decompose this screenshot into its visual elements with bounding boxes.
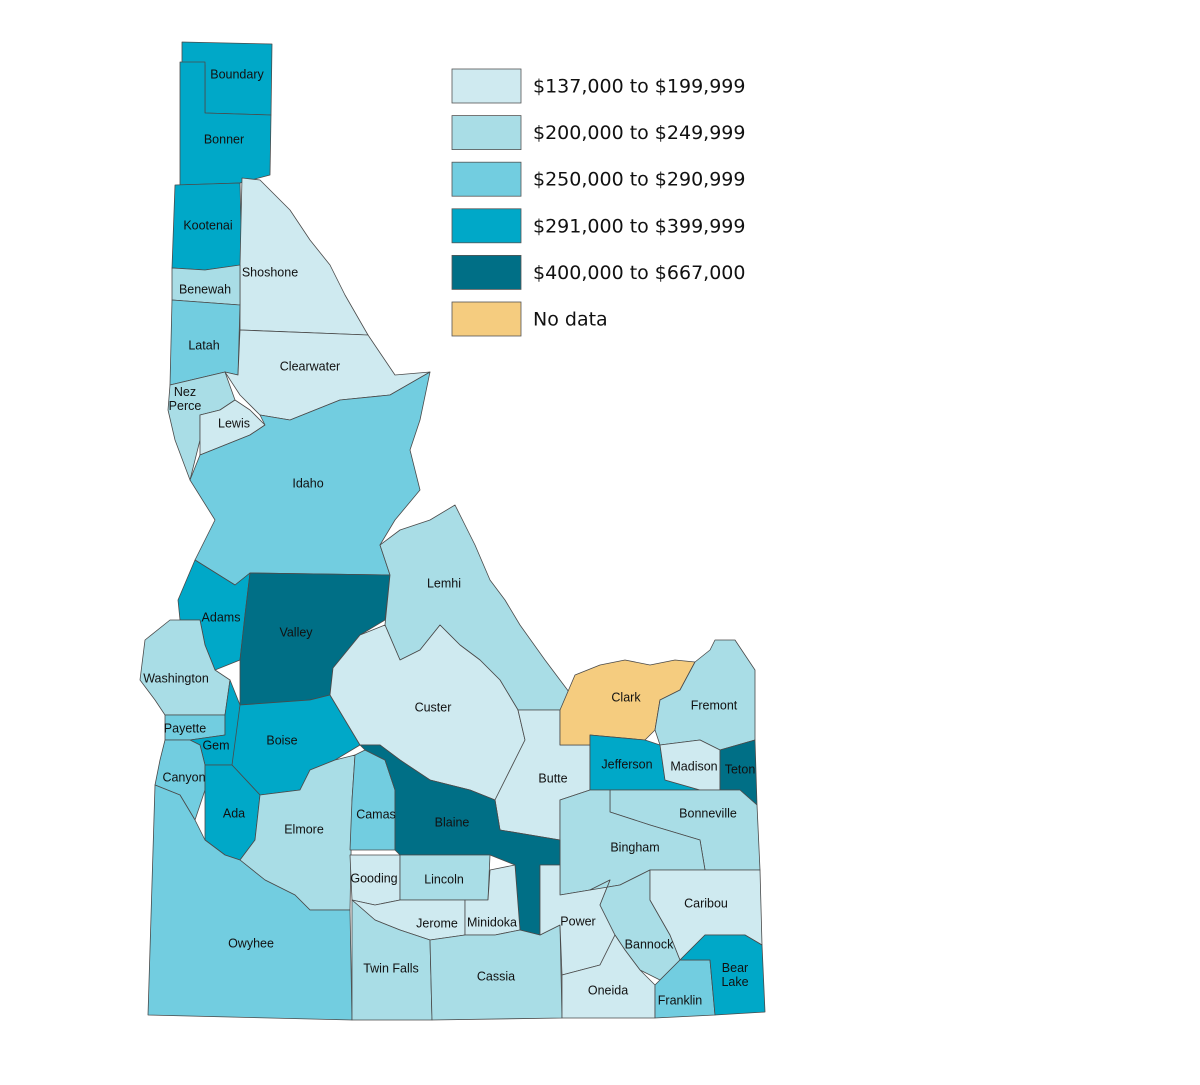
- legend-label: No data: [533, 309, 608, 331]
- legend-label: $250,000 to $290,999: [533, 169, 745, 191]
- county-label: Caribou: [684, 896, 728, 910]
- county-label: Butte: [538, 771, 567, 785]
- county: [679, 934, 766, 1016]
- legend: $137,000 to $199,999 $200,000 to $249,999…: [451, 68, 745, 337]
- county-label: Bingham: [610, 840, 659, 854]
- county: [154, 739, 206, 821]
- legend-swatch: [451, 161, 522, 197]
- county-label: Kootenai: [183, 218, 232, 232]
- county-label: Clearwater: [280, 359, 340, 373]
- county-label: Camas: [356, 807, 396, 821]
- county-label: Benewah: [179, 282, 231, 296]
- county-label: Adams: [202, 610, 241, 624]
- county: [239, 177, 369, 336]
- legend-swatch: [451, 301, 522, 337]
- county-label: Twin Falls: [363, 961, 419, 975]
- county-label: Gooding: [350, 871, 397, 885]
- county-label: Madison: [670, 759, 717, 773]
- county: [171, 264, 241, 306]
- county-label: Clark: [611, 690, 641, 704]
- county-label: Shoshone: [242, 265, 298, 279]
- county-label: Power: [560, 914, 595, 928]
- legend-label: $291,000 to $399,999: [533, 215, 745, 237]
- county-label: Fremont: [691, 698, 738, 712]
- county-label: Owyhee: [228, 936, 274, 950]
- legend-swatch: [451, 208, 522, 244]
- county-label: Elmore: [284, 822, 324, 836]
- county-label: Jerome: [416, 916, 458, 930]
- legend-swatch: [451, 115, 522, 150]
- county-labels: Boundary Bonner Kootenai Shoshone Benewah Lat…: [143, 67, 755, 1007]
- county-label: Bonneville: [679, 806, 737, 820]
- county-label: Bear Lake: [721, 961, 748, 989]
- county-label: Payette: [164, 721, 206, 735]
- county-label: Franklin: [658, 993, 703, 1007]
- county-label: Nez Perce: [169, 385, 202, 413]
- county-label: Boise: [266, 733, 297, 747]
- county-label: Lemhi: [427, 576, 461, 590]
- county-label: Lewis: [218, 416, 250, 430]
- legend-label: $137,000 to $199,999: [533, 76, 745, 98]
- legend-swatch: [451, 254, 522, 290]
- county: [561, 934, 656, 1019]
- county-label: Cassia: [477, 969, 515, 983]
- counties: [139, 41, 766, 1021]
- county-label: Valley: [279, 625, 313, 639]
- legend-label: $400,000 to $667,000: [533, 262, 745, 284]
- county: [654, 639, 756, 751]
- county-label: Teton: [725, 762, 756, 776]
- county-label: Idaho: [292, 476, 323, 490]
- county-label: Oneida: [588, 983, 628, 997]
- county-label: Bonner: [204, 132, 244, 146]
- county-label: Minidoka: [467, 915, 517, 929]
- county-label: Ada: [223, 806, 245, 820]
- county-label: Bannock: [625, 937, 674, 951]
- county-label: Blaine: [435, 815, 470, 829]
- county-label: Washington: [143, 671, 209, 685]
- county-label: Boundary: [210, 67, 264, 81]
- county-label: Lincoln: [424, 872, 464, 886]
- county-label: Latah: [188, 338, 219, 352]
- county-label: Canyon: [162, 770, 205, 784]
- county-label: Jefferson: [601, 757, 652, 771]
- legend-label: $200,000 to $249,999: [533, 122, 745, 144]
- county-label: Custer: [415, 700, 452, 714]
- legend-swatch: [451, 68, 522, 104]
- county-label: Gem: [202, 738, 229, 752]
